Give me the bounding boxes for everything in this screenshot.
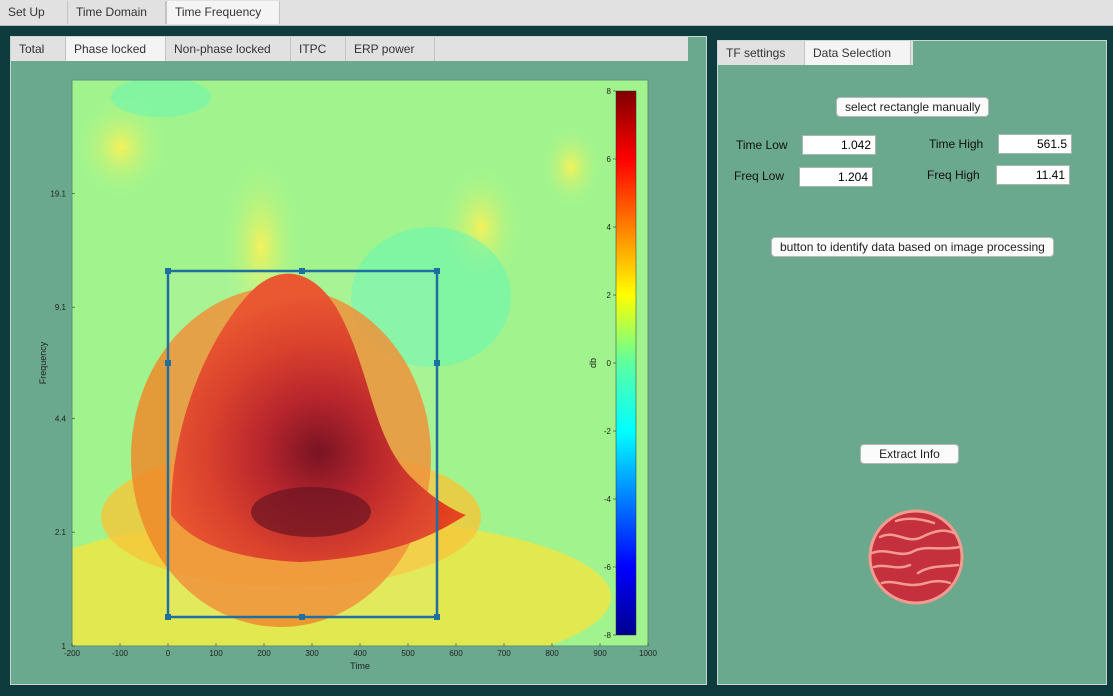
colorbar-tick-label: 0 [607,359,612,368]
selection-handle[interactable] [165,360,171,366]
tab-set-up[interactable]: Set Up [0,1,68,24]
x-axis-label: Time [350,661,370,671]
time-low-label: Time Low [736,138,788,152]
colorbar-tick-label: 2 [607,291,612,300]
time-high-field[interactable] [998,134,1072,154]
extract-info-button[interactable]: Extract Info [860,444,959,464]
tab-total[interactable]: Total [11,37,66,61]
tab-non-phase-locked[interactable]: Non-phase locked [166,37,291,61]
colorbar-tick-label: 8 [607,87,612,96]
plot-panel: Total Phase locked Non-phase locked ITPC… [10,36,707,685]
x-tick-label: 0 [166,649,171,658]
x-tick-label: 300 [305,649,319,658]
y-tick-label: 9.1 [55,303,67,312]
x-axis-ticks: -200 -100 0 100 200 300 400 500 600 700 800 900 1000 [64,643,657,658]
colorbar-tick-label: -2 [604,427,612,436]
selection-handle[interactable] [165,268,171,274]
y-tick-label: 2.1 [55,528,67,537]
x-tick-label: 500 [401,649,415,658]
identify-data-button[interactable]: button to identify data based on image p… [771,237,1054,257]
x-tick-label: 900 [593,649,607,658]
colorbar-tick-label: -6 [604,563,612,572]
x-tick-label: -100 [112,649,129,658]
freq-low-field[interactable] [799,167,873,187]
x-tick-label: 600 [449,649,463,658]
x-tick-label: 200 [257,649,271,658]
freq-high-field[interactable] [996,165,1070,185]
data-selection-panel: TF settings Data Selection select rectan… [717,40,1107,685]
colorbar-tick-label: -4 [604,495,612,504]
tab-time-frequency[interactable]: Time Frequency [166,1,280,24]
tab-erp-power[interactable]: ERP power [346,37,435,61]
freq-low-label: Freq Low [734,169,785,183]
x-tick-label: 700 [497,649,511,658]
x-tick-label: 1000 [639,649,657,658]
tab-tf-settings[interactable]: TF settings [718,41,805,65]
colorbar [615,90,637,636]
colorbar-tick-label: 4 [607,223,612,232]
time-low-field[interactable] [802,135,876,155]
x-tick-label: 100 [209,649,223,658]
time-high-label: Time High [929,137,984,151]
y-tick-label: 1 [62,642,67,651]
x-tick-label: -200 [64,649,81,658]
colorbar-tick-label: -8 [604,631,612,640]
tf-plot[interactable]: 8 6 4 2 0 -2 -4 -6 -8 db -200 -100 0 100 200 300 400 50… [11,37,708,686]
selection-handle[interactable] [299,268,305,274]
plot-tab-strip: Total Phase locked Non-phase locked ITPC… [11,37,688,61]
selection-handle[interactable] [434,614,440,620]
x-tick-label: 400 [353,649,367,658]
tab-itpc[interactable]: ITPC [291,37,346,61]
colorbar-ticks: 8 6 4 2 0 -2 -4 -6 -8 [604,87,616,640]
planet-icon [868,509,964,605]
selection-handle[interactable] [434,360,440,366]
select-rectangle-button[interactable]: select rectangle manually [836,97,990,117]
selection-rectangle[interactable] [165,268,440,620]
y-axis-label: Frequency [38,341,48,384]
selection-handle[interactable] [299,614,305,620]
y-tick-label: 4.4 [55,415,67,424]
y-tick-label: 19.1 [50,189,66,198]
tab-phase-locked[interactable]: Phase locked [66,37,166,61]
settings-tab-strip: TF settings Data Selection [718,41,913,65]
y-axis-ticks: 1 2.1 4.4 9.1 19.1 [50,189,75,651]
x-tick-label: 800 [545,649,559,658]
colorbar-tick-label: 6 [607,155,612,164]
tab-time-domain[interactable]: Time Domain [68,1,166,24]
tab-data-selection[interactable]: Data Selection [805,41,911,65]
colorbar-label: db [588,358,598,368]
selection-handle[interactable] [434,268,440,274]
freq-high-label: Freq High [927,168,980,182]
selection-handle[interactable] [165,614,171,620]
main-tab-bar: Set Up Time Domain Time Frequency [0,0,1113,26]
